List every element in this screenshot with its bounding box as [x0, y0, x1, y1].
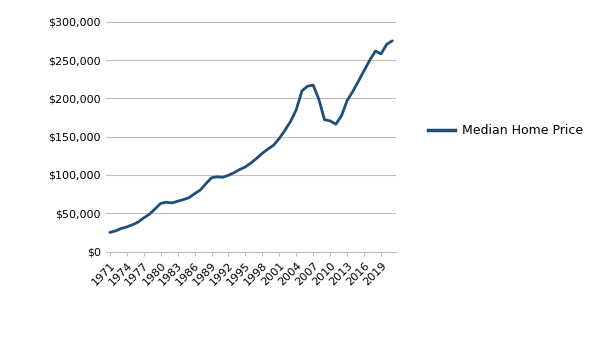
Legend: Median Home Price: Median Home Price: [423, 119, 587, 142]
